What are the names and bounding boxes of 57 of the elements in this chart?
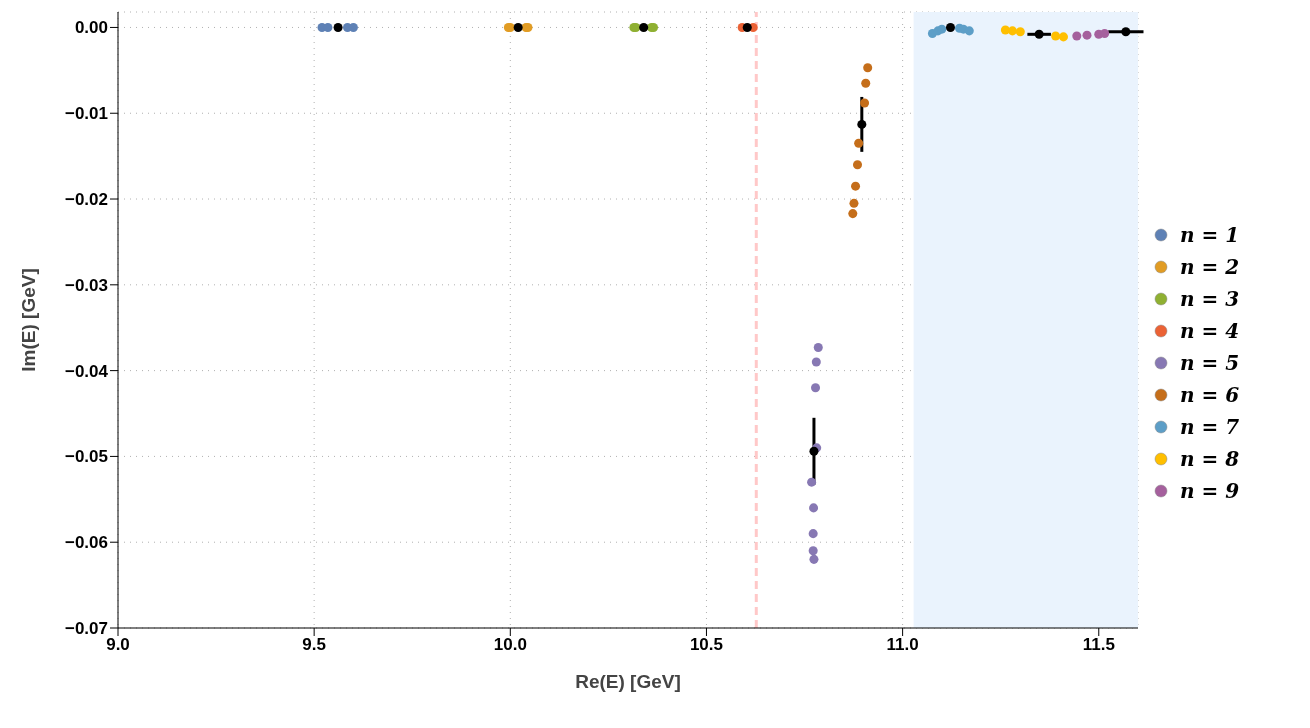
legend-label: n = 6 [1180, 383, 1240, 407]
point [1121, 27, 1131, 37]
point [848, 209, 858, 219]
x-axis-title: Re(E) [GeV] [575, 671, 681, 692]
point [809, 503, 819, 513]
point [1100, 28, 1110, 38]
legend-label: n = 7 [1180, 415, 1240, 439]
point [849, 198, 859, 208]
point [639, 22, 649, 32]
x-tick-label: 10.5 [689, 635, 724, 655]
legend-label: n = 9 [1180, 479, 1240, 503]
point [860, 98, 870, 108]
point [813, 342, 823, 352]
y-tick-label: −0.02 [64, 190, 108, 210]
point [808, 546, 818, 556]
y-tick-label: 0.00 [74, 18, 108, 38]
point [807, 477, 817, 487]
point [513, 22, 523, 32]
point [1082, 30, 1092, 40]
point [742, 22, 752, 32]
point [1051, 31, 1061, 41]
point [964, 26, 974, 36]
point [811, 357, 821, 367]
legend-label: n = 5 [1180, 351, 1240, 375]
y-tick-label: −0.06 [64, 533, 108, 553]
legend-label: n = 1 [1180, 223, 1240, 247]
x-tick-label: 9.5 [302, 635, 326, 655]
point [808, 529, 818, 539]
y-tick-label: −0.07 [64, 619, 108, 639]
y-tick-label: −0.01 [64, 104, 108, 124]
point [809, 554, 819, 564]
point [333, 22, 343, 32]
y-axis-title: Im(E) [GeV] [17, 268, 39, 372]
point [857, 119, 867, 129]
x-tick-label: 9.0 [106, 635, 130, 655]
point [1034, 29, 1044, 39]
y-tick-label: −0.03 [64, 275, 108, 295]
point [1015, 27, 1025, 37]
point [811, 383, 821, 393]
x-tick-label: 11.0 [886, 635, 919, 655]
point [863, 63, 873, 73]
point [851, 181, 861, 191]
y-tick-label: −0.05 [64, 447, 108, 467]
x-tick-label: 11.5 [1082, 635, 1115, 655]
point [854, 138, 864, 148]
legend-label: n = 4 [1180, 319, 1240, 343]
legend-label: n = 2 [1180, 255, 1240, 279]
point [852, 160, 863, 170]
legend-label: n = 3 [1180, 287, 1240, 311]
x-tick-label: 10.0 [493, 635, 527, 655]
y-tick-label: −0.04 [64, 361, 109, 381]
point [1058, 32, 1068, 42]
point [861, 78, 871, 88]
point [937, 24, 947, 34]
legend-label: n = 8 [1180, 447, 1240, 471]
point [945, 22, 955, 32]
point [1072, 31, 1082, 41]
